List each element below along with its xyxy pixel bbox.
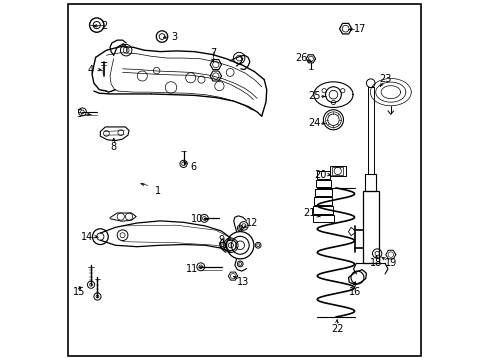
Text: 20: 20 xyxy=(314,170,326,180)
Text: 19: 19 xyxy=(385,258,397,268)
Text: 4: 4 xyxy=(88,64,94,75)
Text: 14: 14 xyxy=(81,232,93,242)
Text: 18: 18 xyxy=(369,258,382,268)
Text: 12: 12 xyxy=(245,218,257,228)
Text: 24: 24 xyxy=(307,118,320,128)
Text: 2: 2 xyxy=(101,21,107,31)
Text: 23: 23 xyxy=(378,74,390,84)
Bar xyxy=(365,174,375,192)
Text: 16: 16 xyxy=(348,287,360,297)
Text: 8: 8 xyxy=(110,142,117,152)
Bar xyxy=(313,206,333,213)
Text: 3: 3 xyxy=(171,32,177,42)
Text: 11: 11 xyxy=(186,264,198,274)
Text: 25: 25 xyxy=(307,91,320,102)
Text: 6: 6 xyxy=(190,162,196,172)
Text: 15: 15 xyxy=(73,287,85,297)
Bar xyxy=(316,171,329,179)
Text: 13: 13 xyxy=(237,277,249,287)
Bar xyxy=(312,215,333,222)
Text: 26: 26 xyxy=(294,53,307,63)
Text: 21: 21 xyxy=(302,208,315,218)
Bar xyxy=(331,167,343,175)
Bar xyxy=(329,166,345,176)
Text: 22: 22 xyxy=(330,324,343,334)
Text: 5: 5 xyxy=(76,109,82,120)
Bar xyxy=(315,189,331,196)
Bar xyxy=(362,192,378,263)
Text: 7: 7 xyxy=(209,48,216,58)
Text: 17: 17 xyxy=(353,24,366,35)
Bar xyxy=(315,180,330,188)
Text: 9: 9 xyxy=(218,235,224,245)
Bar xyxy=(314,197,332,205)
Text: 10: 10 xyxy=(191,215,203,224)
Text: 1: 1 xyxy=(155,186,161,196)
